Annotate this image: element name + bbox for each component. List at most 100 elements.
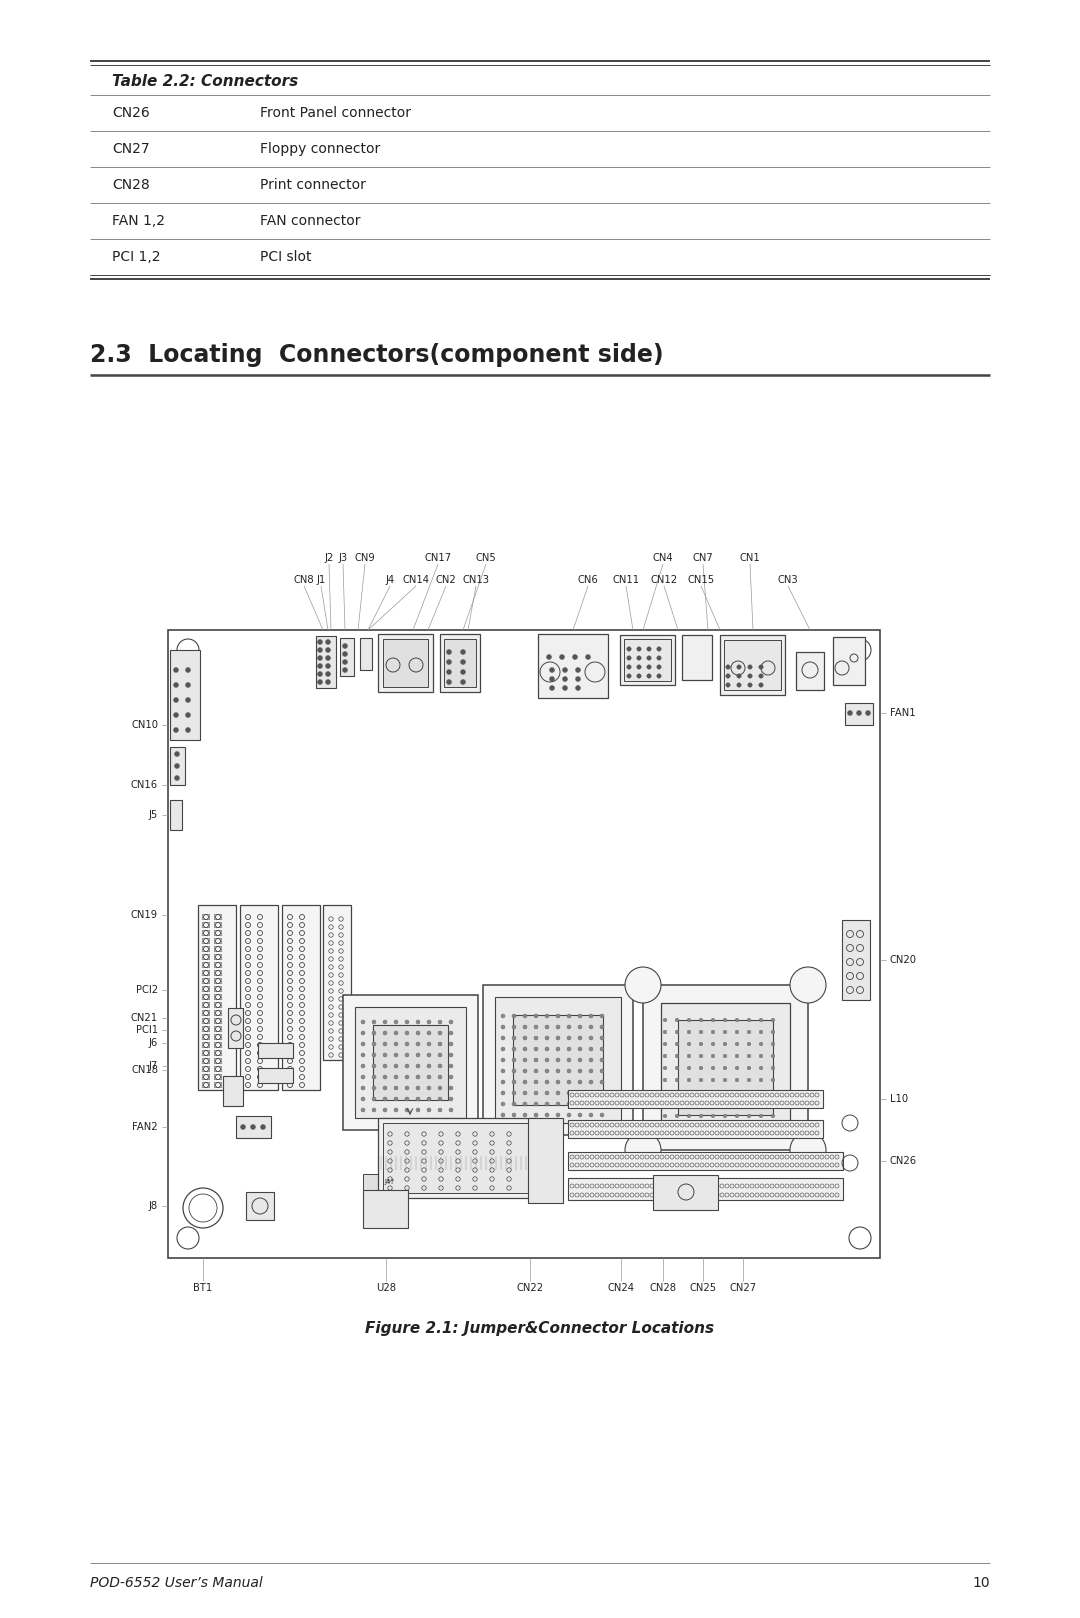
- Circle shape: [318, 680, 323, 684]
- Circle shape: [427, 1086, 431, 1091]
- Circle shape: [534, 1014, 538, 1018]
- Bar: [528, 1118, 563, 1204]
- Circle shape: [325, 647, 330, 652]
- Text: CN7: CN7: [692, 553, 714, 563]
- Circle shape: [372, 1065, 376, 1068]
- Circle shape: [534, 1102, 538, 1107]
- Circle shape: [512, 1036, 516, 1040]
- Circle shape: [556, 1036, 561, 1040]
- Circle shape: [663, 1126, 666, 1129]
- Bar: [170, 650, 200, 739]
- Text: CN24: CN24: [607, 1283, 635, 1293]
- Circle shape: [578, 1047, 582, 1052]
- Circle shape: [625, 968, 661, 1003]
- Circle shape: [438, 1097, 442, 1100]
- Text: J2: J2: [324, 553, 334, 563]
- Circle shape: [657, 665, 661, 670]
- Circle shape: [383, 1108, 387, 1112]
- Circle shape: [724, 1042, 727, 1045]
- Bar: [720, 634, 785, 696]
- Circle shape: [534, 1047, 538, 1052]
- Bar: [842, 921, 870, 1000]
- Circle shape: [534, 1091, 538, 1095]
- Circle shape: [174, 697, 178, 702]
- Circle shape: [427, 1031, 431, 1036]
- Circle shape: [186, 683, 190, 688]
- Circle shape: [563, 676, 567, 681]
- Circle shape: [512, 1102, 516, 1107]
- Bar: [214, 977, 221, 984]
- Circle shape: [771, 1078, 774, 1082]
- Circle shape: [759, 1078, 762, 1082]
- Circle shape: [438, 1042, 442, 1045]
- Circle shape: [578, 1113, 582, 1116]
- Bar: [568, 1152, 843, 1170]
- Circle shape: [405, 1086, 409, 1091]
- Circle shape: [735, 1031, 739, 1034]
- Circle shape: [449, 1042, 453, 1045]
- Bar: [214, 1082, 221, 1087]
- Bar: [202, 1050, 210, 1055]
- Bar: [214, 1026, 221, 1031]
- Bar: [363, 1175, 418, 1189]
- Text: CN19: CN19: [131, 909, 158, 921]
- Circle shape: [747, 1078, 751, 1082]
- Text: CN12: CN12: [650, 574, 677, 586]
- Bar: [643, 985, 808, 1150]
- Circle shape: [427, 1074, 431, 1079]
- Bar: [202, 1058, 210, 1063]
- Bar: [568, 1178, 843, 1201]
- Circle shape: [789, 968, 826, 1003]
- Circle shape: [361, 1065, 365, 1068]
- Circle shape: [501, 1113, 505, 1116]
- Circle shape: [578, 1079, 582, 1084]
- Bar: [214, 922, 221, 927]
- Circle shape: [394, 1086, 399, 1091]
- Circle shape: [446, 660, 451, 665]
- Bar: [198, 904, 237, 1091]
- Text: CN26: CN26: [112, 107, 150, 120]
- Circle shape: [663, 1055, 666, 1058]
- Text: CN4: CN4: [652, 553, 673, 563]
- Circle shape: [372, 1053, 376, 1057]
- Text: CN27: CN27: [729, 1283, 757, 1293]
- Circle shape: [556, 1113, 561, 1116]
- Circle shape: [637, 647, 642, 650]
- Circle shape: [724, 1055, 727, 1058]
- Circle shape: [735, 1091, 739, 1094]
- Circle shape: [735, 1102, 739, 1105]
- Circle shape: [724, 1126, 727, 1129]
- Circle shape: [449, 1086, 453, 1091]
- Circle shape: [556, 1102, 561, 1107]
- Bar: [202, 963, 210, 968]
- Circle shape: [737, 665, 741, 670]
- Circle shape: [699, 1078, 703, 1082]
- Circle shape: [759, 665, 764, 670]
- Circle shape: [405, 1108, 409, 1112]
- Text: CN26: CN26: [890, 1155, 917, 1167]
- Circle shape: [325, 663, 330, 668]
- Circle shape: [460, 670, 465, 675]
- Bar: [202, 922, 210, 927]
- Text: CN2: CN2: [435, 574, 457, 586]
- Circle shape: [416, 1097, 420, 1100]
- Circle shape: [589, 1113, 593, 1116]
- Bar: [495, 997, 621, 1123]
- Circle shape: [416, 1019, 420, 1024]
- Bar: [202, 1010, 210, 1014]
- Circle shape: [567, 1058, 571, 1061]
- Circle shape: [383, 1019, 387, 1024]
- Bar: [246, 1192, 274, 1220]
- Circle shape: [771, 1031, 774, 1034]
- Circle shape: [523, 1014, 527, 1018]
- Circle shape: [759, 1031, 762, 1034]
- Circle shape: [712, 1078, 715, 1082]
- Bar: [483, 985, 633, 1134]
- Circle shape: [712, 1042, 715, 1045]
- Circle shape: [550, 668, 554, 673]
- Circle shape: [663, 1018, 666, 1023]
- Circle shape: [735, 1055, 739, 1058]
- Text: CN20: CN20: [890, 955, 917, 964]
- Bar: [202, 1026, 210, 1031]
- Circle shape: [626, 673, 631, 678]
